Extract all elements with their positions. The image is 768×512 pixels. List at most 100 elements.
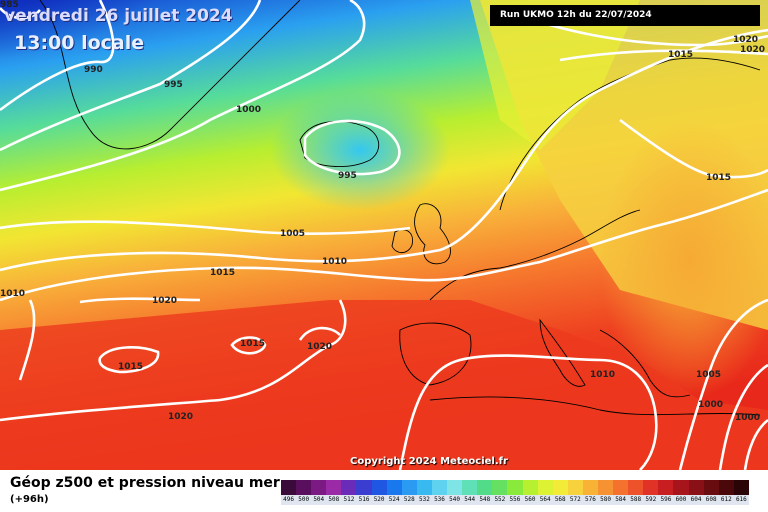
isobar-1020-mid [79,297,201,304]
scale-swatch [431,480,448,495]
isobar-label-1005-east: 1005 [696,370,721,380]
isobar-sw-loop [18,299,36,381]
isobar-label-1020-south: 1020 [168,412,193,422]
italy-coast [539,318,586,387]
isobar-label-1020-cell: 1020 [307,342,332,352]
scale-swatch [673,480,689,495]
scale-tick-label: 596 [658,495,674,505]
scale-swatch [492,480,508,495]
scale-tick-label: 516 [356,495,372,505]
model-run-info: Run UKMO 12h du 22/07/2024 [490,5,760,26]
scale-tick-label: 564 [537,495,553,505]
scale-swatch [326,480,342,495]
isobar-label-1020-north: 1020 [733,35,758,45]
scale-tick-label: 540 [447,495,463,505]
greenland-coast [39,0,301,150]
scale-swatch [613,480,629,495]
scale-tick-label: 580 [597,495,614,505]
isobar-1015-small [230,336,267,355]
isobar-1015-cell [98,346,160,374]
scale-swatch [658,480,674,495]
isobar-1020-south [0,299,347,422]
isobar-label-1020-mid: 1020 [152,296,177,306]
east-europe-ridge-field [600,120,768,400]
isobar-990 [0,0,115,112]
isobar-label-1015-small: 1015 [240,339,265,349]
north-africa-coast [429,396,761,416]
isobar-labels: 985 990 995 1000 995 1005 1010 1015 1020… [0,0,765,423]
scale-tick-label: 520 [371,495,387,505]
scale-swatch [401,480,417,495]
isobar-label-1005: 1005 [280,229,305,239]
scale-swatch [688,480,704,495]
isobar-1020-cell [298,326,341,341]
scale-tick-label: 556 [507,495,523,505]
isobar-label-1015-mid: 1015 [210,268,235,278]
scale-swatch [522,480,538,495]
isobar-label-1015-cell: 1015 [118,362,143,372]
scale-tick-label: 612 [718,495,734,505]
scale-tick-label: 600 [673,495,689,505]
isobar-label-1010-med: 1010 [590,370,615,380]
scale-swatch [477,480,493,495]
legend-footer: Géop z500 et pression niveau mer (+96h) … [0,470,768,512]
forecast-date: vendredi 26 juillet 2024 [4,6,233,26]
isobar-1015-ne [559,49,768,62]
scale-swatch [537,480,553,495]
isobar-1000-east [718,363,768,470]
isobar-label-1000-east: 1000 [698,400,723,410]
scale-tick-label: 544 [462,495,478,505]
scale-tick-label: 500 [296,495,312,505]
isobar-1000 [0,0,366,192]
isobar-label-995-iceland: 995 [338,171,357,181]
scale-swatch [597,480,614,495]
scale-swatch [567,480,583,495]
isobar-1010-med [398,354,658,470]
scale-tick-label: 532 [416,495,432,505]
scale-tick-label: 496 [281,495,297,505]
scale-tick-label: 616 [733,495,749,505]
mediterranean-hot-field [0,300,768,470]
isobar-label-995-west: 995 [164,80,183,90]
scale-tick-label: 592 [643,495,659,505]
scale-tick-label: 536 [431,495,448,505]
isobar-1015-mid [0,188,768,302]
scale-tick-label: 560 [522,495,538,505]
isobar-label-1010-west: 1010 [0,289,25,299]
scale-swatch [703,480,719,495]
scale-swatch [643,480,659,495]
scale-tick-label: 576 [582,495,598,505]
scale-swatch [416,480,432,495]
isobar-label-990: 990 [84,65,103,75]
isobar-985 [0,7,41,20]
scale-tick-label: 552 [492,495,508,505]
scale-tick-label: 568 [552,495,568,505]
isobar-label-1000: 1000 [236,105,261,115]
forecast-lead-time: (+96h) [10,494,49,505]
scale-tick-label: 588 [628,495,644,505]
scale-swatch [628,480,644,495]
scale-tick-label: 508 [326,495,342,505]
isobar-1015-east [619,118,768,179]
isobar-1005 [0,220,411,235]
isobar-label-1010-north: 1010 [322,257,347,267]
isobar-1005-east [678,298,768,470]
isobar-label-1020-ne: 1020 [740,45,765,55]
balkans-coast [599,329,691,398]
scale-swatch [462,480,478,495]
scale-tick-label: 604 [688,495,704,505]
scale-tick-label: 512 [341,495,357,505]
iberia-coast [399,322,472,386]
isobar-label-1015-north: 1015 [668,50,693,60]
iceland-cutoff-field [270,90,450,210]
scale-swatch [281,480,297,495]
scandinavia-yellow-field [470,0,640,150]
scale-tick-label: 524 [386,495,402,505]
iceland-coast [299,120,380,168]
scale-swatch [718,480,734,495]
isobar-1010-north [0,28,768,272]
forecast-time: 13:00 locale [14,32,145,54]
scale-tick-label: 528 [401,495,417,505]
color-scale-swatches [281,480,749,495]
isobar-1000-se [743,418,768,470]
